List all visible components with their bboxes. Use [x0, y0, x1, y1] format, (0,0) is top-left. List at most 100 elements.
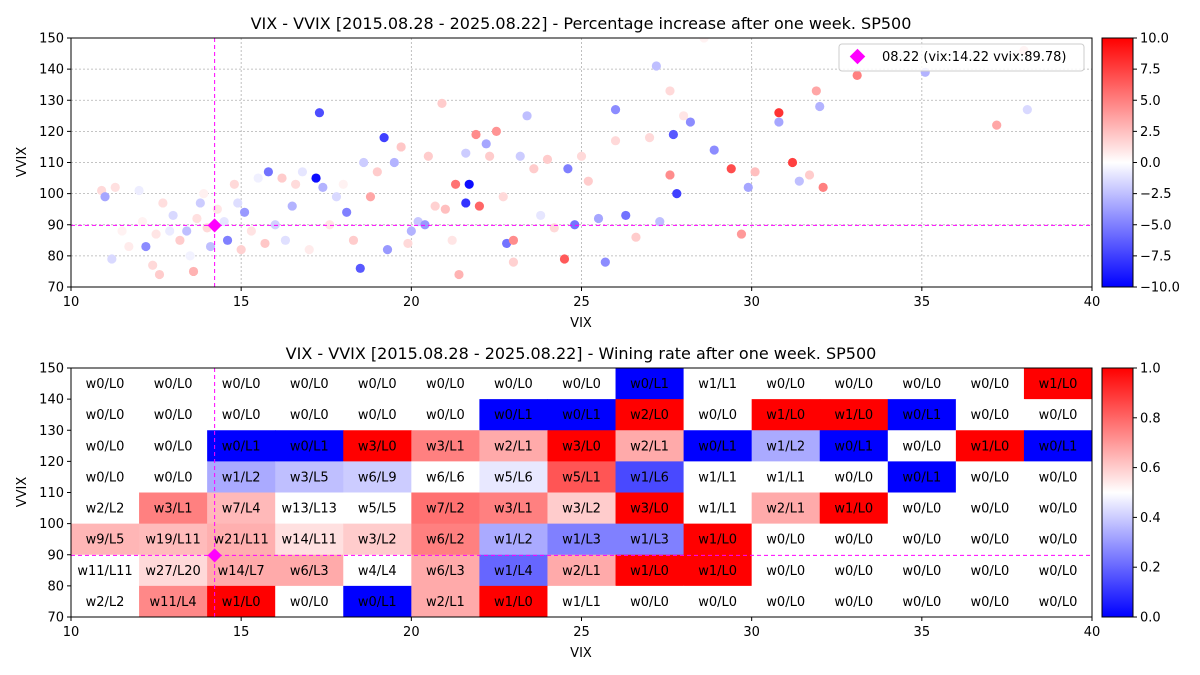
- heatmap-cell: [1023, 399, 1092, 431]
- y-tick-label: 70: [47, 281, 64, 296]
- heatmap-cell-label: w6/L2: [426, 533, 465, 548]
- heatmap-cell: [887, 430, 957, 462]
- scatter-point: [185, 251, 195, 261]
- scatter-point: [195, 198, 205, 208]
- heatmap-cell-label: w0/L0: [630, 595, 669, 610]
- scatter-point: [311, 173, 321, 183]
- heatmap-cell: [955, 461, 1025, 493]
- colorbar-tick-label: −5.0: [1140, 218, 1172, 233]
- heatmap-cell-label: w0/L0: [902, 533, 941, 548]
- scatter-point: [331, 192, 342, 202]
- scatter-point: [576, 151, 587, 161]
- heatmap-cell-label: w1/L0: [494, 595, 533, 610]
- scatter-point: [222, 235, 233, 245]
- y-tick-label: 70: [47, 611, 64, 626]
- heatmap-cell-label: w0/L0: [698, 595, 737, 610]
- heatmap-cell-label: w1/L0: [766, 408, 805, 423]
- scatter-point: [246, 226, 256, 236]
- heatmap-cell: [343, 523, 412, 556]
- heatmap-cell: [207, 368, 276, 400]
- heatmap-cell-label: w0/L1: [902, 408, 941, 423]
- scatter-point: [406, 226, 416, 236]
- scatter-point: [314, 108, 325, 118]
- heatmap-cell: [343, 399, 412, 431]
- scatter-point: [110, 182, 120, 192]
- heatmap-cell-label: w0/L0: [1039, 502, 1078, 517]
- heatmap-cell: [1023, 430, 1092, 462]
- heatmap-cell: [207, 523, 276, 556]
- heatmap-cells: w0/L0 w0/L0 w0/L0 w0/L0 w0/L0 w0/L0 w0/L0 w0/L0…: [71, 368, 1092, 617]
- heatmap-cell: [139, 492, 208, 525]
- heatmap-cell-label: w0/L0: [766, 595, 805, 610]
- scatter-point: [182, 226, 192, 236]
- heatmap-current-marker: [71, 368, 1092, 617]
- heatmap-cell: [683, 492, 753, 525]
- heatmap-cell-label: w4/L4: [358, 564, 397, 579]
- heatmap-cell-label: w1/L1: [766, 470, 805, 485]
- scatter-y-axis-label: VVIX: [15, 147, 30, 178]
- scatter-point: [563, 164, 573, 174]
- heatmap-cell: [547, 554, 617, 587]
- scatter-point: [536, 210, 546, 221]
- heatmap-cell-label: w3/L5: [290, 470, 329, 485]
- scatter-point: [461, 148, 471, 158]
- heatmap-cell-label: w0/L1: [630, 377, 669, 392]
- scatter-point: [199, 189, 209, 199]
- scatter-x-ticks: 10 15 20 25 30 35 40: [63, 287, 1100, 310]
- heatmap-cell: [1023, 461, 1092, 493]
- heatmap-cell: [411, 461, 480, 493]
- y-tick-label: 80: [47, 249, 64, 264]
- y-tick-label: 140: [39, 63, 64, 78]
- scatter-point: [359, 157, 369, 168]
- scatter-point: [233, 198, 243, 208]
- heatmap-cell: [751, 585, 821, 617]
- heatmap-cell: [615, 461, 685, 493]
- heatmap-cell: [819, 461, 889, 493]
- scatter-point: [277, 173, 287, 183]
- scatter-point: [481, 139, 491, 149]
- x-tick-label: 30: [743, 625, 760, 640]
- heatmap-cell-label: w1/L3: [630, 533, 669, 548]
- heatmap-cell: [547, 523, 617, 556]
- scatter-point: [815, 101, 825, 112]
- scatter-point: [175, 235, 185, 245]
- scatter-point: [297, 167, 308, 177]
- heatmap-cell: [411, 523, 480, 556]
- scatter-point: [1022, 104, 1032, 115]
- heatmap-cell-label: w0/L0: [154, 377, 193, 392]
- heatmap-cell: [207, 585, 276, 617]
- heatmap-cell: [71, 492, 140, 525]
- heatmap-cell: [547, 492, 617, 525]
- scatter-point: [382, 245, 393, 255]
- scatter-point: [260, 238, 270, 249]
- scatter-point: [188, 266, 199, 277]
- scatter-legend: 08.22 (vix:14.22 vvix:89.78): [838, 43, 1085, 72]
- scatter-point: [440, 204, 450, 214]
- scatter-point: [454, 269, 464, 280]
- heatmap-cell-label: w0/L0: [222, 377, 261, 392]
- heatmap-cell-label: w0/L0: [902, 377, 941, 392]
- heatmap-cell-label: w2/L2: [86, 502, 125, 517]
- heatmap-x-axis-label: VIX: [570, 646, 592, 661]
- scatter-point: [787, 157, 798, 168]
- heatmap-cell-label: w0/L0: [86, 439, 125, 454]
- heatmap-cell-label: w1/L1: [698, 470, 737, 485]
- scatter-point: [655, 217, 665, 227]
- heatmap-cell: [683, 461, 753, 493]
- heatmap-cell: [479, 554, 548, 587]
- heatmap-cell-label: w1/L2: [222, 470, 261, 485]
- x-tick-label: 25: [573, 295, 590, 310]
- heatmap-cell: [615, 399, 685, 431]
- colorbar-tick-label: 0.4: [1140, 511, 1161, 526]
- heatmap-x-ticks: 10 15 20 25 30 35 40: [63, 617, 1100, 640]
- colorbar-tick-label: −2.5: [1140, 187, 1172, 202]
- heatmap-cell-label: w0/L0: [426, 408, 465, 423]
- x-tick-label: 35: [914, 295, 931, 310]
- heatmap-cell: [275, 430, 344, 462]
- scatter-point: [651, 61, 661, 71]
- heatmap-title: VIX - VVIX [2015.08.28 - 2025.08.22] - W…: [286, 344, 877, 363]
- heatmap-cell: [139, 523, 208, 556]
- y-tick-label: 130: [39, 424, 64, 439]
- heatmap-y-ticks: 70 80 90 100 110 120 130 140 150: [39, 362, 71, 626]
